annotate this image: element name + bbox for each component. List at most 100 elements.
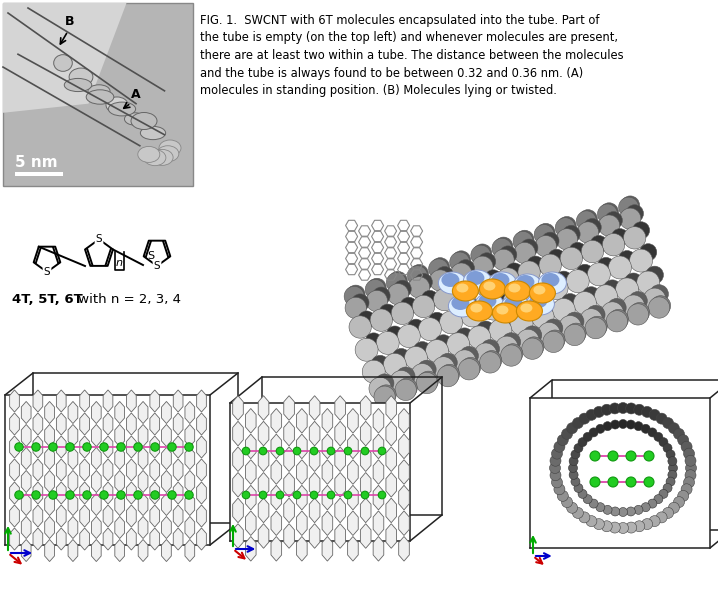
Ellipse shape [452,281,478,301]
Circle shape [378,447,386,455]
Polygon shape [3,3,126,113]
Circle shape [495,336,518,359]
Circle shape [621,196,640,215]
Circle shape [569,470,578,479]
Polygon shape [373,485,383,510]
Polygon shape [360,421,371,446]
Circle shape [577,211,597,231]
Circle shape [376,374,394,393]
Circle shape [458,359,480,380]
Polygon shape [258,421,269,446]
Bar [15,172,63,176]
Circle shape [415,273,432,291]
Polygon shape [197,459,206,481]
Polygon shape [398,460,409,484]
Circle shape [551,448,562,459]
Circle shape [468,326,491,349]
Circle shape [673,428,684,439]
Polygon shape [530,398,710,548]
Circle shape [293,447,301,455]
Circle shape [579,413,590,424]
Ellipse shape [439,272,467,294]
Circle shape [643,288,666,310]
Polygon shape [150,482,159,504]
Circle shape [365,280,386,299]
Circle shape [358,311,375,328]
Circle shape [412,295,434,318]
Text: FIG. 1.  SWCNT with 6T molecules encapsulated into the tube. Part of: FIG. 1. SWCNT with 6T molecules encapsul… [200,14,600,27]
Circle shape [569,243,587,260]
Text: S: S [154,261,160,271]
Circle shape [596,424,605,433]
Polygon shape [115,402,124,424]
Polygon shape [9,413,19,435]
Polygon shape [138,517,148,538]
Circle shape [540,301,558,318]
Circle shape [602,234,625,256]
Circle shape [561,293,579,311]
Polygon shape [68,402,78,424]
Polygon shape [398,537,409,561]
Circle shape [634,521,645,532]
Circle shape [242,447,250,455]
Polygon shape [138,425,148,446]
Circle shape [538,322,560,345]
Circle shape [634,422,643,431]
Polygon shape [197,436,206,458]
Circle shape [417,360,436,379]
Circle shape [421,290,439,307]
Polygon shape [398,511,409,535]
Polygon shape [284,421,294,446]
Polygon shape [335,524,345,548]
Circle shape [545,330,565,350]
Circle shape [626,420,635,429]
Polygon shape [45,425,55,446]
Circle shape [390,370,412,393]
Polygon shape [115,517,124,538]
Circle shape [571,477,580,486]
Polygon shape [398,485,409,510]
Circle shape [429,312,446,329]
Polygon shape [126,413,136,435]
Polygon shape [233,498,243,523]
Circle shape [503,290,526,313]
Circle shape [583,433,592,442]
Circle shape [429,270,451,291]
Circle shape [580,309,602,331]
Polygon shape [185,540,195,561]
Circle shape [567,323,586,343]
Polygon shape [91,471,101,492]
Circle shape [585,318,607,339]
Ellipse shape [505,296,523,310]
Polygon shape [373,408,383,433]
Circle shape [492,292,509,309]
Circle shape [431,258,449,276]
Circle shape [645,266,663,284]
Polygon shape [91,540,101,561]
Circle shape [513,285,530,302]
Circle shape [550,469,561,481]
Circle shape [439,364,460,384]
Circle shape [579,512,590,523]
Polygon shape [126,482,136,504]
Polygon shape [197,413,206,435]
Polygon shape [162,540,172,561]
Polygon shape [103,390,113,412]
Circle shape [545,276,568,299]
Polygon shape [258,473,269,497]
Circle shape [606,310,628,332]
Circle shape [590,477,600,487]
Polygon shape [68,540,78,561]
Ellipse shape [86,90,113,104]
Circle shape [605,212,623,229]
Circle shape [434,289,456,311]
Ellipse shape [501,295,529,317]
Circle shape [572,508,584,518]
Circle shape [471,298,488,316]
Polygon shape [386,524,396,548]
Circle shape [541,232,559,250]
Circle shape [554,441,565,452]
Polygon shape [162,448,172,469]
Circle shape [668,502,679,513]
Polygon shape [386,447,396,471]
